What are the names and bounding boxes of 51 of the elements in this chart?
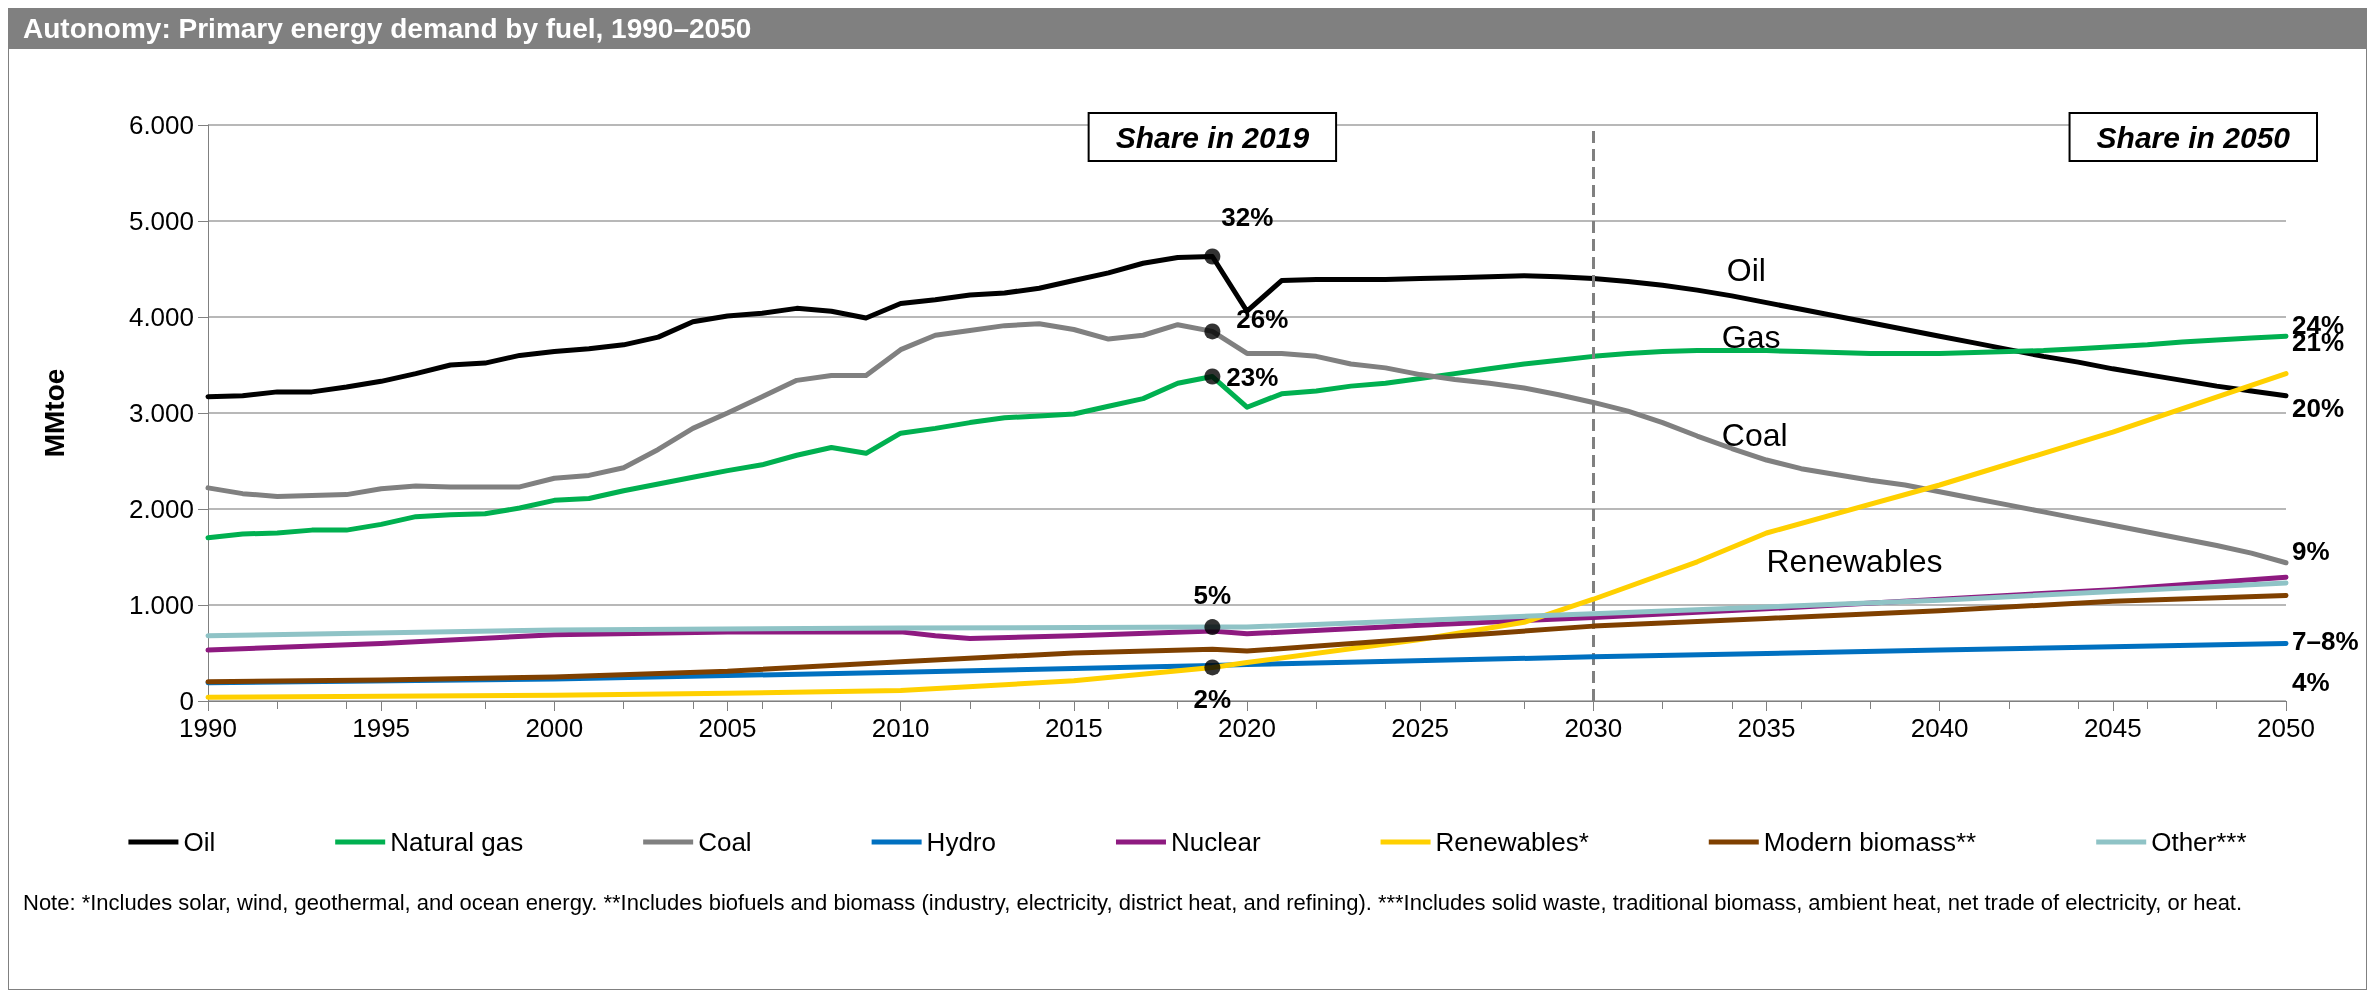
legend-label: Coal xyxy=(698,827,752,857)
point xyxy=(1204,323,1221,340)
y-axis-title: MMtoe xyxy=(38,368,70,458)
y-tick-label: 4.000 xyxy=(128,302,194,332)
x-tick-label: 2050 xyxy=(2257,713,2315,743)
annotation: 4% xyxy=(2292,667,2330,698)
legend-label: Oil xyxy=(183,827,216,857)
legend-label: Natural gas xyxy=(390,827,524,857)
annotation: 7–8% xyxy=(2292,626,2359,657)
annotation: 26% xyxy=(1236,304,1289,335)
annotation: Renewables xyxy=(1766,543,1943,579)
y-tick-label: 1.000 xyxy=(128,590,194,620)
annotation: Gas xyxy=(1721,318,1781,355)
x-tick-label: 2000 xyxy=(525,713,584,743)
legend-label: Hydro xyxy=(926,827,996,857)
x-tick-label: 2030 xyxy=(1564,713,1623,743)
annotation: Coal xyxy=(1721,416,1788,453)
point xyxy=(1204,248,1221,265)
y-tick-label: 5.000 xyxy=(128,206,194,236)
x-tick-label: 1995 xyxy=(352,713,411,743)
x-tick-label: 2010 xyxy=(871,713,930,743)
x-tick-label: 2005 xyxy=(698,713,757,743)
annotation: 23% xyxy=(1226,361,1279,392)
x-tick-label: 2025 xyxy=(1391,713,1450,743)
x-tick-label: 1990 xyxy=(179,713,237,743)
annotation: Oil xyxy=(1726,251,1766,288)
x-tick-label: 2045 xyxy=(2083,713,2142,743)
annotation: 9% xyxy=(2292,535,2330,566)
legend-label: Nuclear xyxy=(1170,827,1261,857)
legend-label: Modern biomass** xyxy=(1763,827,1977,857)
x-tick-label: 2035 xyxy=(1737,713,1796,743)
point xyxy=(1204,368,1221,385)
x-tick-label: 2040 xyxy=(1910,713,1969,743)
annotation: 2% xyxy=(1193,684,1232,715)
x-tick-label: 2020 xyxy=(1218,713,1276,743)
annotation: Share in 2050 xyxy=(2096,120,2291,154)
annotation: 5% xyxy=(1193,580,1232,611)
y-tick-label: 2.000 xyxy=(128,494,194,524)
legend-label: Other*** xyxy=(2151,827,2247,857)
point xyxy=(1204,619,1221,636)
point xyxy=(1204,659,1221,676)
chart-title: Autonomy: Primary energy demand by fuel, 1990–2050 xyxy=(9,9,2366,49)
annotation: 20% xyxy=(2292,392,2345,423)
annotation: 32% xyxy=(1221,201,1274,232)
legend-label: Renewables* xyxy=(1435,827,1589,857)
y-tick-label: 0 xyxy=(179,686,194,716)
x-tick-label: 2015 xyxy=(1044,713,1103,743)
y-tick-label: 6.000 xyxy=(128,110,194,140)
text: Note: *Includes solar, wind, geothermal, and ocean energy. **Includes biofuels and biomass (industry, electricity, district heat, and refining). ***Includes solid waste, traditional biomass, ambient heat, net trade of electricity, or heat. xyxy=(23,889,2244,917)
y-tick-label: 3.000 xyxy=(128,398,194,428)
annotation: Share in 2019 xyxy=(1115,120,1310,154)
